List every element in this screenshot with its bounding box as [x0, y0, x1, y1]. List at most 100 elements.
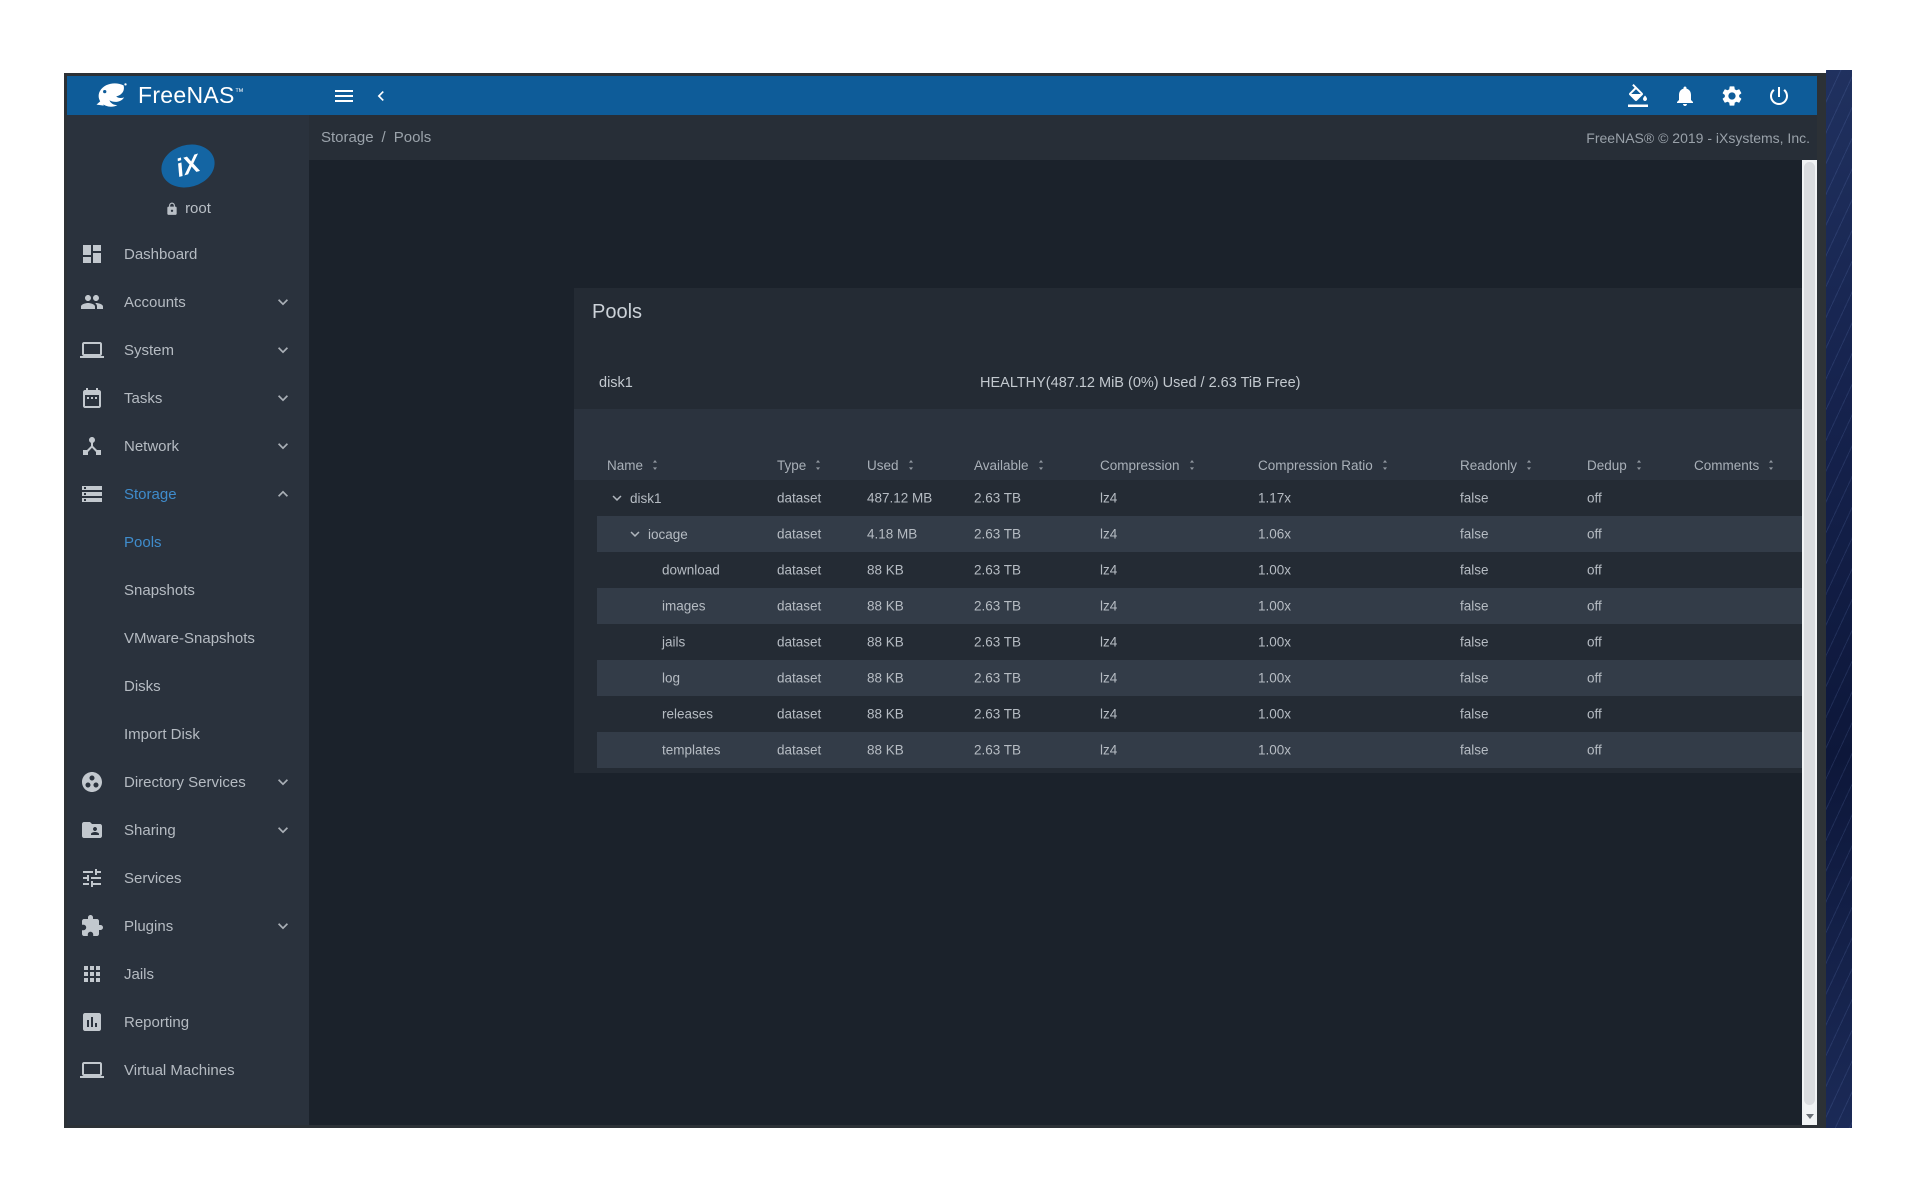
sidebar-item-label: Accounts: [124, 294, 186, 311]
sidebar-item-tasks[interactable]: Tasks: [67, 374, 309, 422]
sidebar-item-label: Import Disk: [124, 726, 200, 743]
sidebar-nav: Dashboard Accounts System Tasks Network Stora…: [67, 230, 309, 1094]
cell-available: 2.63 TB: [974, 671, 1021, 686]
cell-type: dataset: [777, 635, 821, 650]
sidebar-item-label: Sharing: [124, 822, 176, 839]
column-header-used[interactable]: Used: [867, 450, 918, 480]
sidebar-item-jails[interactable]: Jails: [67, 950, 309, 998]
cell-dedup: off: [1587, 707, 1602, 722]
cell-readonly: false: [1460, 563, 1489, 578]
sidebar-item-virtual-machines[interactable]: Virtual Machines: [67, 1046, 309, 1094]
cell-used: 88 KB: [867, 671, 904, 686]
cell-name: images: [662, 599, 706, 614]
sidebar-item-dashboard[interactable]: Dashboard: [67, 230, 309, 278]
cell-type: dataset: [777, 599, 821, 614]
expand-chevron-down-icon[interactable]: [626, 525, 644, 543]
cell-type: dataset: [777, 707, 821, 722]
back-chevron-icon[interactable]: [371, 86, 391, 106]
sidebar-item-plugins[interactable]: Plugins: [67, 902, 309, 950]
dataset-name: jails: [662, 635, 685, 650]
column-label: Readonly: [1460, 458, 1517, 473]
table-row-iocage: iocagedataset4.18 MB2.63 TBlz41.06xfalse…: [574, 516, 1802, 552]
sort-icon: [1378, 458, 1392, 472]
settings-gear-icon[interactable]: [1720, 84, 1744, 108]
sidebar-item-services[interactable]: Services: [67, 854, 309, 902]
scrollbar-down-arrow[interactable]: [1802, 1109, 1817, 1123]
sidebar-item-label: Storage: [124, 486, 177, 503]
column-header-readonly[interactable]: Readonly: [1460, 450, 1536, 480]
sidebar-item-accounts[interactable]: Accounts: [67, 278, 309, 326]
pool-status: HEALTHY(487.12 MiB (0%) Used / 2.63 TiB …: [980, 375, 1300, 391]
cell-used: 88 KB: [867, 743, 904, 758]
sidebar-item-directory-services[interactable]: Directory Services: [67, 758, 309, 806]
cell-readonly: false: [1460, 707, 1489, 722]
cell-compression-ratio: 1.00x: [1258, 599, 1291, 614]
ix-logo: iX: [156, 138, 219, 193]
sidebar-item-sharing[interactable]: Sharing: [67, 806, 309, 854]
alerts-bell-icon[interactable]: [1673, 84, 1697, 108]
paint-bucket-theme-icon[interactable]: [1626, 84, 1650, 108]
toolbar-main: [309, 76, 1817, 115]
sidebar-item-snapshots[interactable]: Snapshots: [67, 566, 309, 614]
cell-dedup: off: [1587, 527, 1602, 542]
column-header-comments[interactable]: Comments: [1694, 450, 1778, 480]
cell-compression: lz4: [1100, 743, 1117, 758]
dataset-name: releases: [662, 707, 713, 722]
power-icon[interactable]: [1767, 84, 1791, 108]
table-header-row: Name Type Used Available Compression Compress…: [574, 450, 1802, 480]
cell-compression-ratio: 1.00x: [1258, 743, 1291, 758]
chevron-down-icon: [273, 436, 293, 456]
scrollbar-thumb[interactable]: [1804, 162, 1815, 1105]
column-header-compression-ratio[interactable]: Compression Ratio: [1258, 450, 1392, 480]
apps-icon: [80, 962, 104, 986]
column-header-compression[interactable]: Compression: [1100, 450, 1199, 480]
column-header-dedup[interactable]: Dedup: [1587, 450, 1646, 480]
cell-name: download: [662, 563, 720, 578]
expand-chevron-down-icon[interactable]: [608, 489, 626, 507]
column-label: Name: [607, 458, 643, 473]
cell-dedup: off: [1587, 743, 1602, 758]
cell-dedup: off: [1587, 599, 1602, 614]
sort-icon: [904, 458, 918, 472]
sidebar-item-label: Directory Services: [124, 774, 246, 791]
puzzle-icon: [80, 914, 104, 938]
cell-readonly: false: [1460, 671, 1489, 686]
cell-used: 88 KB: [867, 707, 904, 722]
laptop-icon: [80, 1058, 104, 1082]
breadcrumb-pools[interactable]: Pools: [394, 129, 432, 146]
sidebar-item-label: Tasks: [124, 390, 162, 407]
sort-icon: [648, 458, 662, 472]
sidebar-item-reporting[interactable]: Reporting: [67, 998, 309, 1046]
sidebar-item-label: Services: [124, 870, 182, 887]
column-header-available[interactable]: Available: [974, 450, 1048, 480]
dataset-name: iocage: [648, 527, 688, 542]
vertical-scrollbar[interactable]: [1802, 160, 1817, 1125]
sidebar-item-storage[interactable]: Storage: [67, 470, 309, 518]
chevron-down-icon: [273, 820, 293, 840]
hamburger-menu-icon[interactable]: [332, 84, 356, 108]
cell-type: dataset: [777, 743, 821, 758]
cell-type: dataset: [777, 527, 821, 542]
sidebar-item-vmware-snapshots[interactable]: VMware-Snapshots: [67, 614, 309, 662]
sidebar-item-pools[interactable]: Pools: [67, 518, 309, 566]
breadcrumb-storage[interactable]: Storage: [321, 129, 374, 146]
column-header-type[interactable]: Type: [777, 450, 825, 480]
sidebar-item-label: Reporting: [124, 1014, 189, 1031]
sidebar-item-disks[interactable]: Disks: [67, 662, 309, 710]
username: root: [185, 200, 211, 217]
cell-compression: lz4: [1100, 527, 1117, 542]
dataset-name: images: [662, 599, 706, 614]
cell-available: 2.63 TB: [974, 743, 1021, 758]
column-header-name[interactable]: Name: [607, 450, 662, 480]
dataset-name: templates: [662, 743, 721, 758]
sidebar-item-system[interactable]: System: [67, 326, 309, 374]
sidebar-item-import-disk[interactable]: Import Disk: [67, 710, 309, 758]
column-label: Comments: [1694, 458, 1759, 473]
cell-available: 2.63 TB: [974, 491, 1021, 506]
freenas-window: FreeNAS™ iX root DashboardAccountsSystem…: [64, 73, 1826, 1128]
cell-compression: lz4: [1100, 707, 1117, 722]
table-rows: disk1dataset487.12 MB2.63 TBlz41.17xfals…: [574, 480, 1802, 773]
sidebar-item-network[interactable]: Network: [67, 422, 309, 470]
cell-used: 4.18 MB: [867, 527, 917, 542]
cell-readonly: false: [1460, 491, 1489, 506]
